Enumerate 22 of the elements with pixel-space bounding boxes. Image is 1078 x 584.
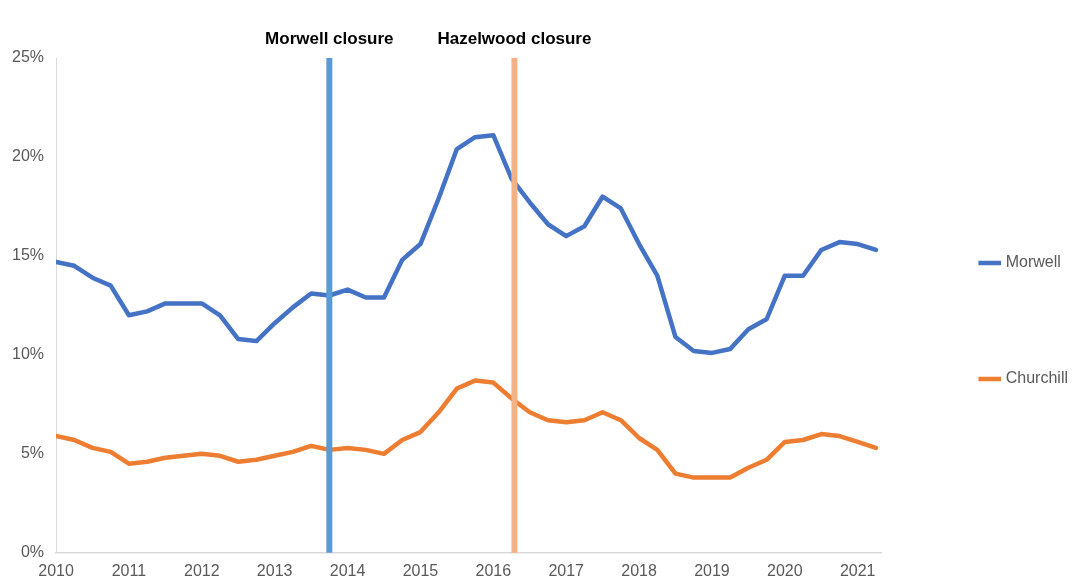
y-tick-label: 10% — [11, 345, 45, 363]
y-tick-label: 20% — [11, 147, 45, 165]
x-tick-label: 2015 — [402, 561, 439, 579]
legend-label: Churchill — [1005, 369, 1069, 387]
x-tick-label: 2014 — [329, 561, 366, 579]
x-tick-label: 2012 — [183, 561, 220, 579]
x-tick-label: 2011 — [111, 561, 147, 579]
x-tick-label: 2013 — [256, 561, 293, 579]
x-tick-label: 2017 — [548, 561, 585, 579]
x-tick-label: 2020 — [767, 561, 803, 579]
y-tick-label: 25% — [11, 48, 45, 66]
y-tick-label: 15% — [11, 246, 45, 264]
x-tick-label: 2019 — [694, 561, 730, 579]
ref-line-label: Hazelwood closure — [437, 29, 592, 49]
y-tick-label: 5% — [20, 444, 45, 462]
x-tick-label: 2016 — [475, 561, 512, 579]
y-tick-label: 0% — [20, 543, 45, 561]
x-tick-label: 2018 — [621, 561, 657, 579]
x-tick-label: 2010 — [38, 561, 74, 579]
x-tick-label: 2021 — [839, 561, 876, 579]
legend-label: Morwell — [1005, 253, 1061, 271]
ref-line-label: Morwell closure — [265, 29, 394, 49]
